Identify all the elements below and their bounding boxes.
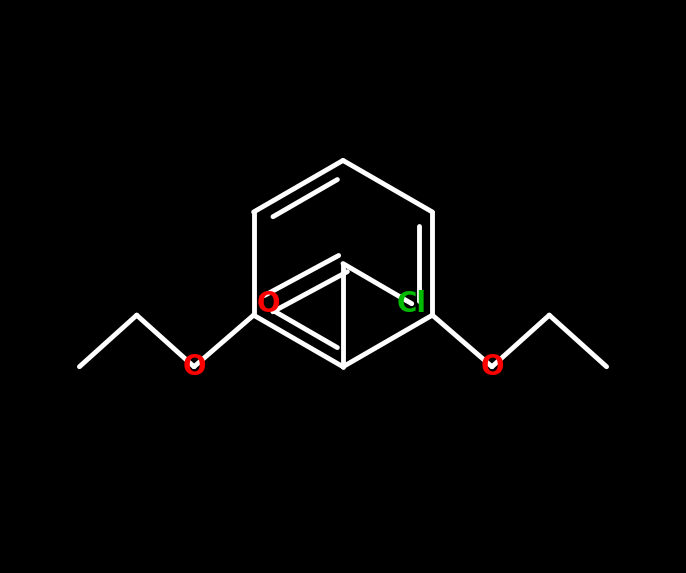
Text: Cl: Cl (397, 290, 427, 317)
Text: O: O (257, 290, 281, 317)
Text: O: O (182, 353, 206, 380)
Text: O: O (480, 353, 504, 380)
